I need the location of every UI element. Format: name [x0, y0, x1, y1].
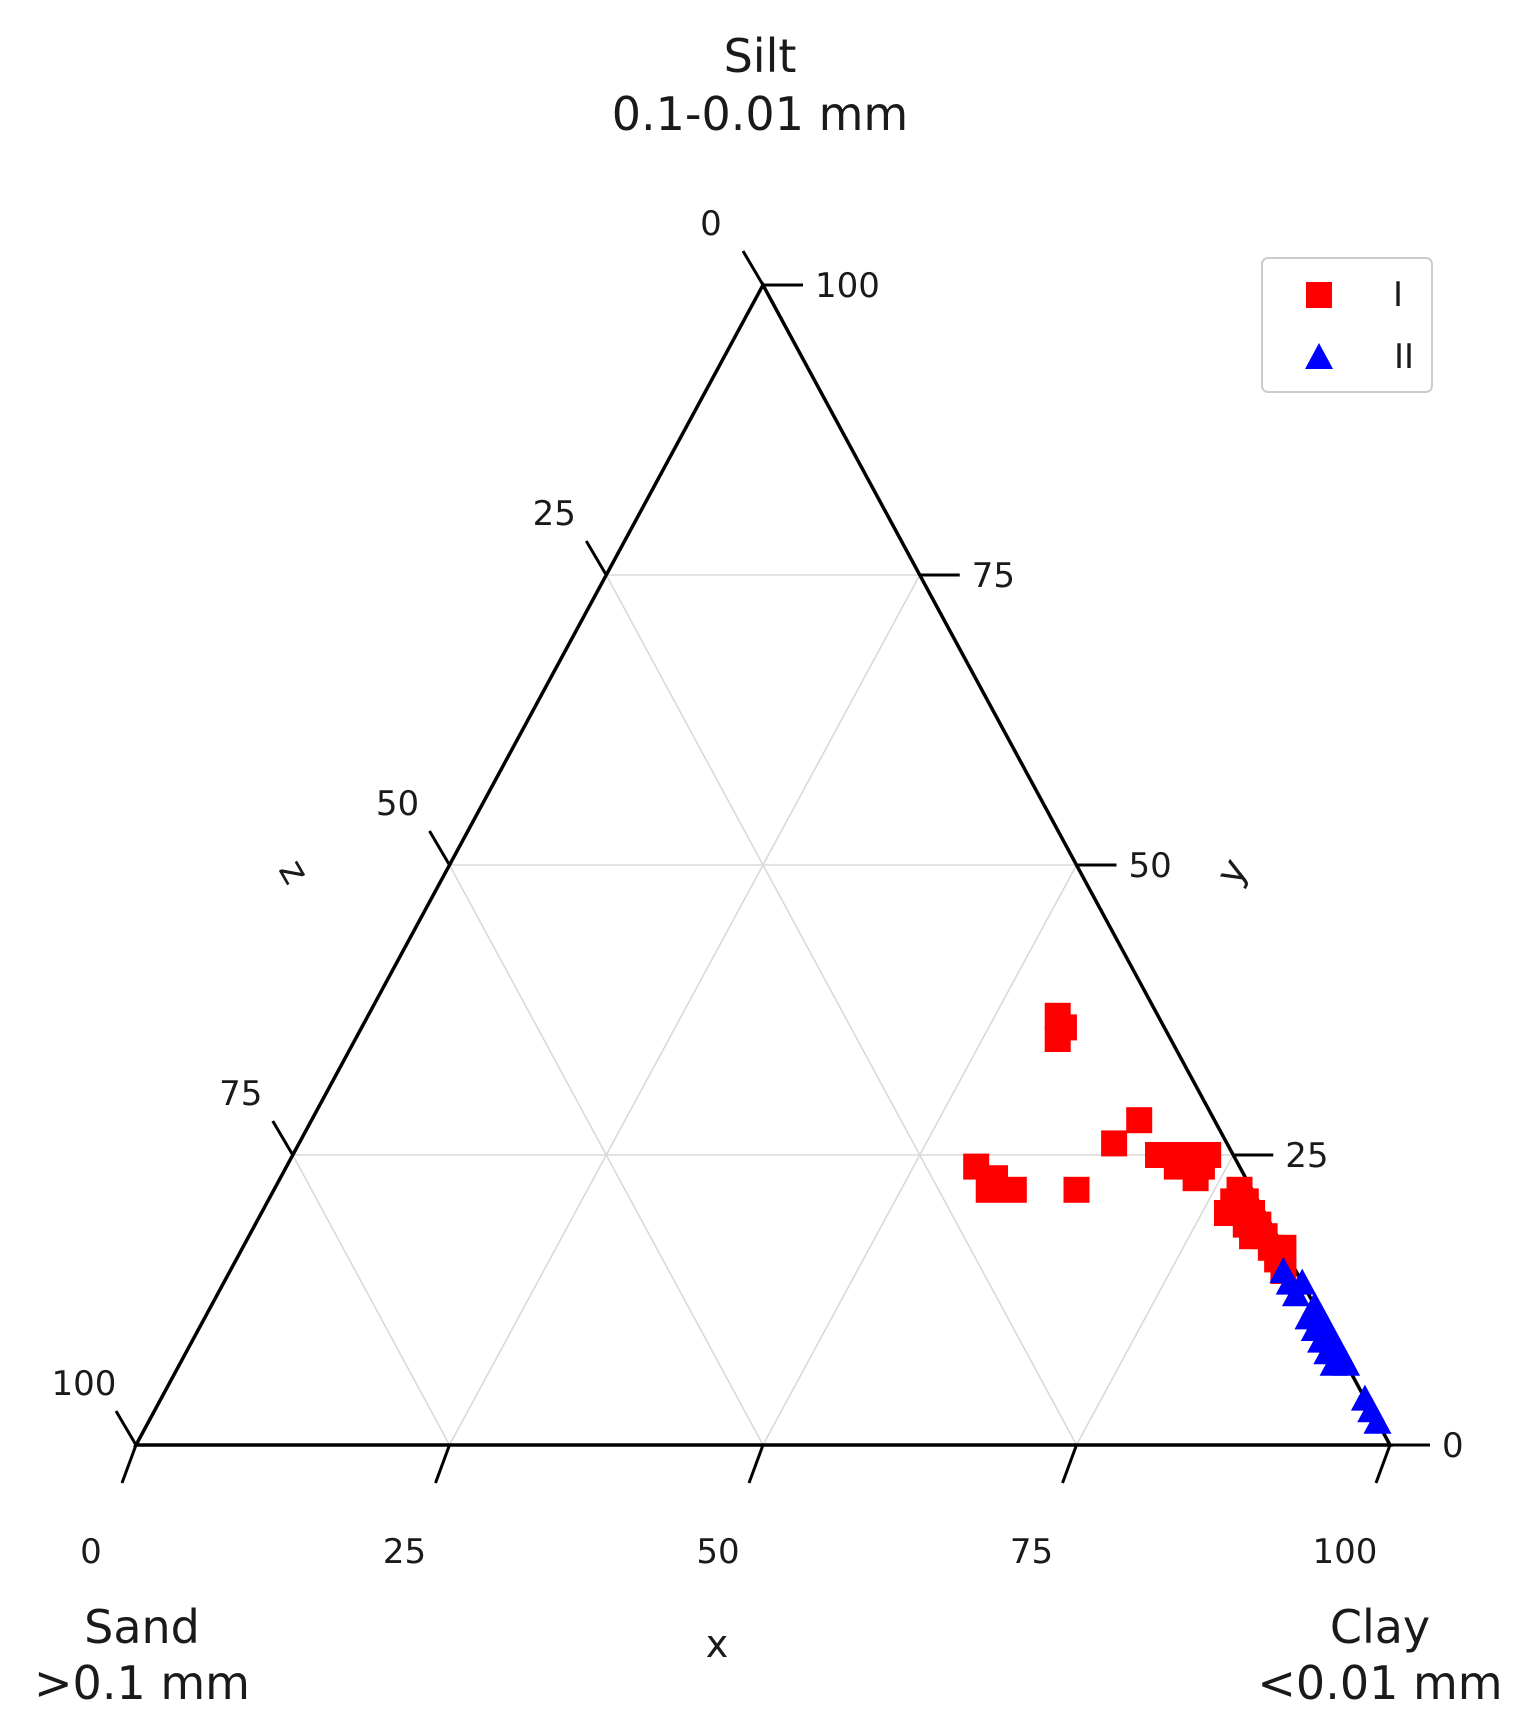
- y-tick-label-2: 50: [1129, 846, 1172, 886]
- series-1-point-2: [1044, 1026, 1071, 1052]
- corner-left-name: Sand: [84, 1600, 200, 1654]
- series-1-point-3: [1126, 1107, 1153, 1134]
- series-1-point-11: [1182, 1165, 1209, 1192]
- x-tick-4: [1374, 1444, 1392, 1484]
- z-tick-label-4: 100: [52, 1364, 117, 1404]
- legend-marker-triangle: [1305, 343, 1333, 369]
- z-tick-4: [114, 1410, 138, 1446]
- series-2-point-14: [1332, 1349, 1361, 1376]
- x-axis-label: x: [706, 1622, 729, 1666]
- series-2-point-3: [1281, 1280, 1310, 1307]
- z-tick-1: [584, 540, 608, 576]
- x-tick-label-2: 50: [696, 1532, 739, 1572]
- x-tick-label-3: 75: [1010, 1532, 1053, 1572]
- corner-top-range: 0.1-0.01 mm: [612, 87, 908, 141]
- gridline-z-75: [292, 1154, 451, 1446]
- corner-top-name: Silt: [724, 29, 797, 83]
- legend-marker-square: [1306, 282, 1332, 308]
- y-tick-label-3: 75: [972, 556, 1015, 596]
- legend-label-series-2: II: [1394, 337, 1414, 377]
- gridlines: [292, 574, 1234, 1446]
- corner-right-range: <0.01 mm: [1257, 1656, 1502, 1710]
- series-1-point-28: [1000, 1176, 1027, 1203]
- z-tick-label-0: 0: [700, 204, 722, 244]
- corner-left-range: >0.1 mm: [34, 1656, 250, 1710]
- x-tick-label-1: 25: [383, 1532, 426, 1572]
- series-1-point-30: [1063, 1176, 1090, 1203]
- x-tick-label-0: 0: [80, 1532, 102, 1572]
- legend: I II: [1261, 257, 1433, 393]
- z-tick-0: [741, 250, 765, 286]
- gridline-x-75: [1075, 1154, 1234, 1446]
- series-2-point-17: [1363, 1407, 1392, 1434]
- x-tick-1: [434, 1444, 451, 1484]
- legend-label-series-1: I: [1393, 275, 1403, 315]
- z-tick-label-1: 25: [533, 494, 576, 534]
- y-tick-label-0: 0: [1442, 1426, 1464, 1466]
- x-tick-2: [747, 1444, 765, 1484]
- x-tick-0: [120, 1444, 138, 1484]
- x-tick-label-4: 100: [1313, 1532, 1378, 1572]
- y-tick-label-4: 100: [815, 266, 880, 306]
- y-tick-label-1: 25: [1285, 1136, 1328, 1176]
- legend-box: [1261, 257, 1433, 393]
- gridline-x-50: [762, 864, 1078, 1446]
- series-1-point-4: [1101, 1130, 1128, 1157]
- z-tick-label-3: 75: [219, 1074, 262, 1114]
- y-axis-label: y: [1207, 851, 1256, 892]
- gridline-z-25: [605, 574, 1078, 1446]
- corner-right-name: Clay: [1330, 1600, 1430, 1654]
- z-axis-label: z: [270, 852, 318, 891]
- gridline-z-50: [448, 864, 764, 1446]
- x-tick-3: [1061, 1444, 1078, 1484]
- z-tick-3: [271, 1120, 295, 1156]
- axis-ticks: 0 25 50 75 100 0 25 50 75 100 0 25 50 75 100: [52, 204, 1464, 1572]
- gridline-x-25: [448, 574, 921, 1446]
- z-tick-label-2: 50: [376, 784, 419, 824]
- z-tick-2: [428, 830, 451, 866]
- series-1-point-29: [975, 1176, 1002, 1203]
- data-points: [963, 1002, 1392, 1434]
